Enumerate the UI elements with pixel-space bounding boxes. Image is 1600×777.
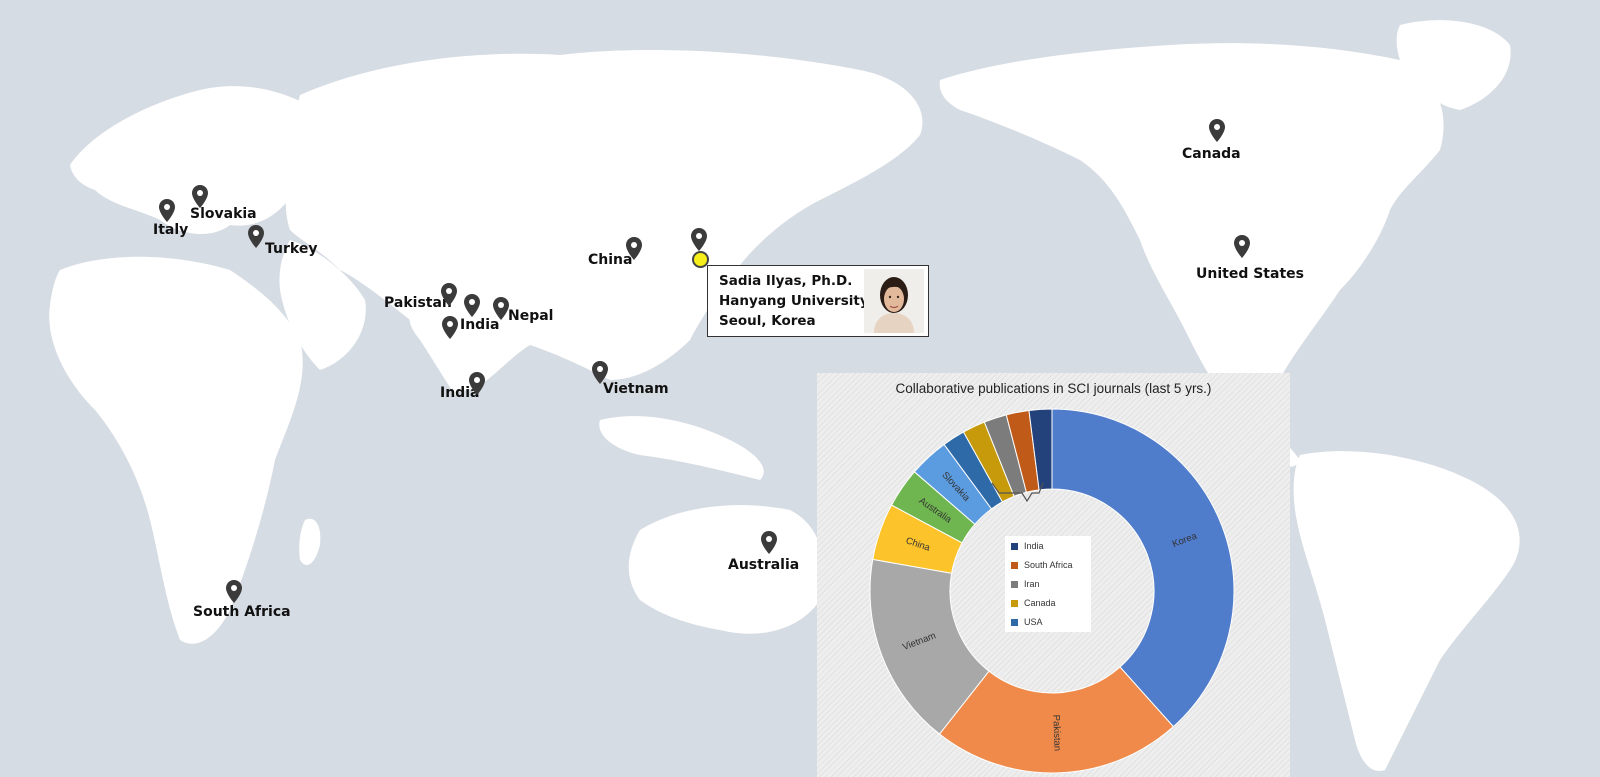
- map-pin-icon[interactable]: [462, 293, 482, 321]
- legend-callout-bracket: [991, 482, 1044, 503]
- map-pin-icon[interactable]: [759, 530, 779, 558]
- profile-location: Seoul, Korea: [719, 313, 816, 329]
- collaboration-chart: Korea Pakistan Vietnam China Australia Slovak…: [817, 373, 1290, 777]
- donut-chart: KoreaPakistanVietnamChinaAustraliaSlovak…: [869, 408, 1235, 774]
- location-label-turkey: Turkey: [265, 241, 318, 257]
- legend-swatch: [1011, 618, 1018, 626]
- location-label-south-africa: South Africa: [193, 604, 291, 620]
- map-pin-icon[interactable]: [246, 224, 266, 252]
- person-portrait-icon: [864, 269, 924, 333]
- location-label-india: India: [460, 317, 500, 333]
- legend-label: USA: [1024, 617, 1043, 627]
- legend-swatch: [1011, 599, 1018, 607]
- map-pin-icon[interactable]: [467, 371, 487, 399]
- home-location-marker[interactable]: [692, 251, 709, 268]
- donut-slice-pakistan: [938, 666, 1175, 774]
- location-label-pakistan: Pakistan: [384, 295, 452, 311]
- legend-label: Iran: [1024, 579, 1040, 589]
- map-pin-icon[interactable]: [440, 315, 460, 343]
- location-label-slovakia: Slovakia: [190, 206, 257, 222]
- legend-label: South Africa: [1024, 560, 1073, 570]
- chart-title: Collaborative publications in SCI journa…: [895, 381, 1212, 396]
- location-label-italy: Italy: [153, 222, 189, 238]
- map-pin-icon[interactable]: [157, 198, 177, 226]
- legend-item-usa: USA: [1011, 616, 1043, 628]
- location-label-australia: Australia: [728, 557, 800, 573]
- location-label-india-south: India: [440, 385, 480, 401]
- profile-card: Sadia Ilyas, Ph.D. Hanyang University Se…: [707, 265, 929, 337]
- location-label-canada: Canada: [1182, 146, 1241, 162]
- map-pin-icon[interactable]: [190, 184, 210, 212]
- map-pin-icon[interactable]: [689, 227, 709, 255]
- legend-swatch: [1011, 542, 1018, 550]
- location-label-nepal: Nepal: [508, 308, 554, 324]
- slice-label-pakistan: Pakistan: [1050, 715, 1062, 752]
- legend-label: Canada: [1024, 598, 1056, 608]
- donut-slice-korea: [1051, 408, 1235, 728]
- legend-item-canada: Canada: [1011, 597, 1056, 609]
- map-pin-icon[interactable]: [624, 236, 644, 264]
- map-pin-icon[interactable]: [491, 296, 511, 324]
- chart-legend: India South Africa Iran Canada USA: [1005, 536, 1091, 632]
- map-pin-icon[interactable]: [590, 360, 610, 388]
- map-pin-icon[interactable]: [439, 282, 459, 310]
- location-label-china: China: [588, 252, 633, 268]
- location-label-united-states: United States: [1196, 266, 1304, 282]
- legend-item-iran: Iran: [1011, 578, 1040, 590]
- profile-name: Sadia Ilyas, Ph.D.: [719, 273, 853, 289]
- legend-swatch: [1011, 561, 1018, 569]
- map-pin-icon[interactable]: [224, 579, 244, 607]
- map-pin-icon[interactable]: [1232, 234, 1252, 262]
- location-label-vietnam: Vietnam: [603, 381, 669, 397]
- legend-item-india: India: [1011, 540, 1044, 552]
- profile-institution: Hanyang University: [719, 293, 869, 309]
- legend-swatch: [1011, 580, 1018, 588]
- legend-item-south-africa: South Africa: [1011, 559, 1073, 571]
- map-pin-icon[interactable]: [1207, 118, 1227, 146]
- legend-label: India: [1024, 541, 1044, 551]
